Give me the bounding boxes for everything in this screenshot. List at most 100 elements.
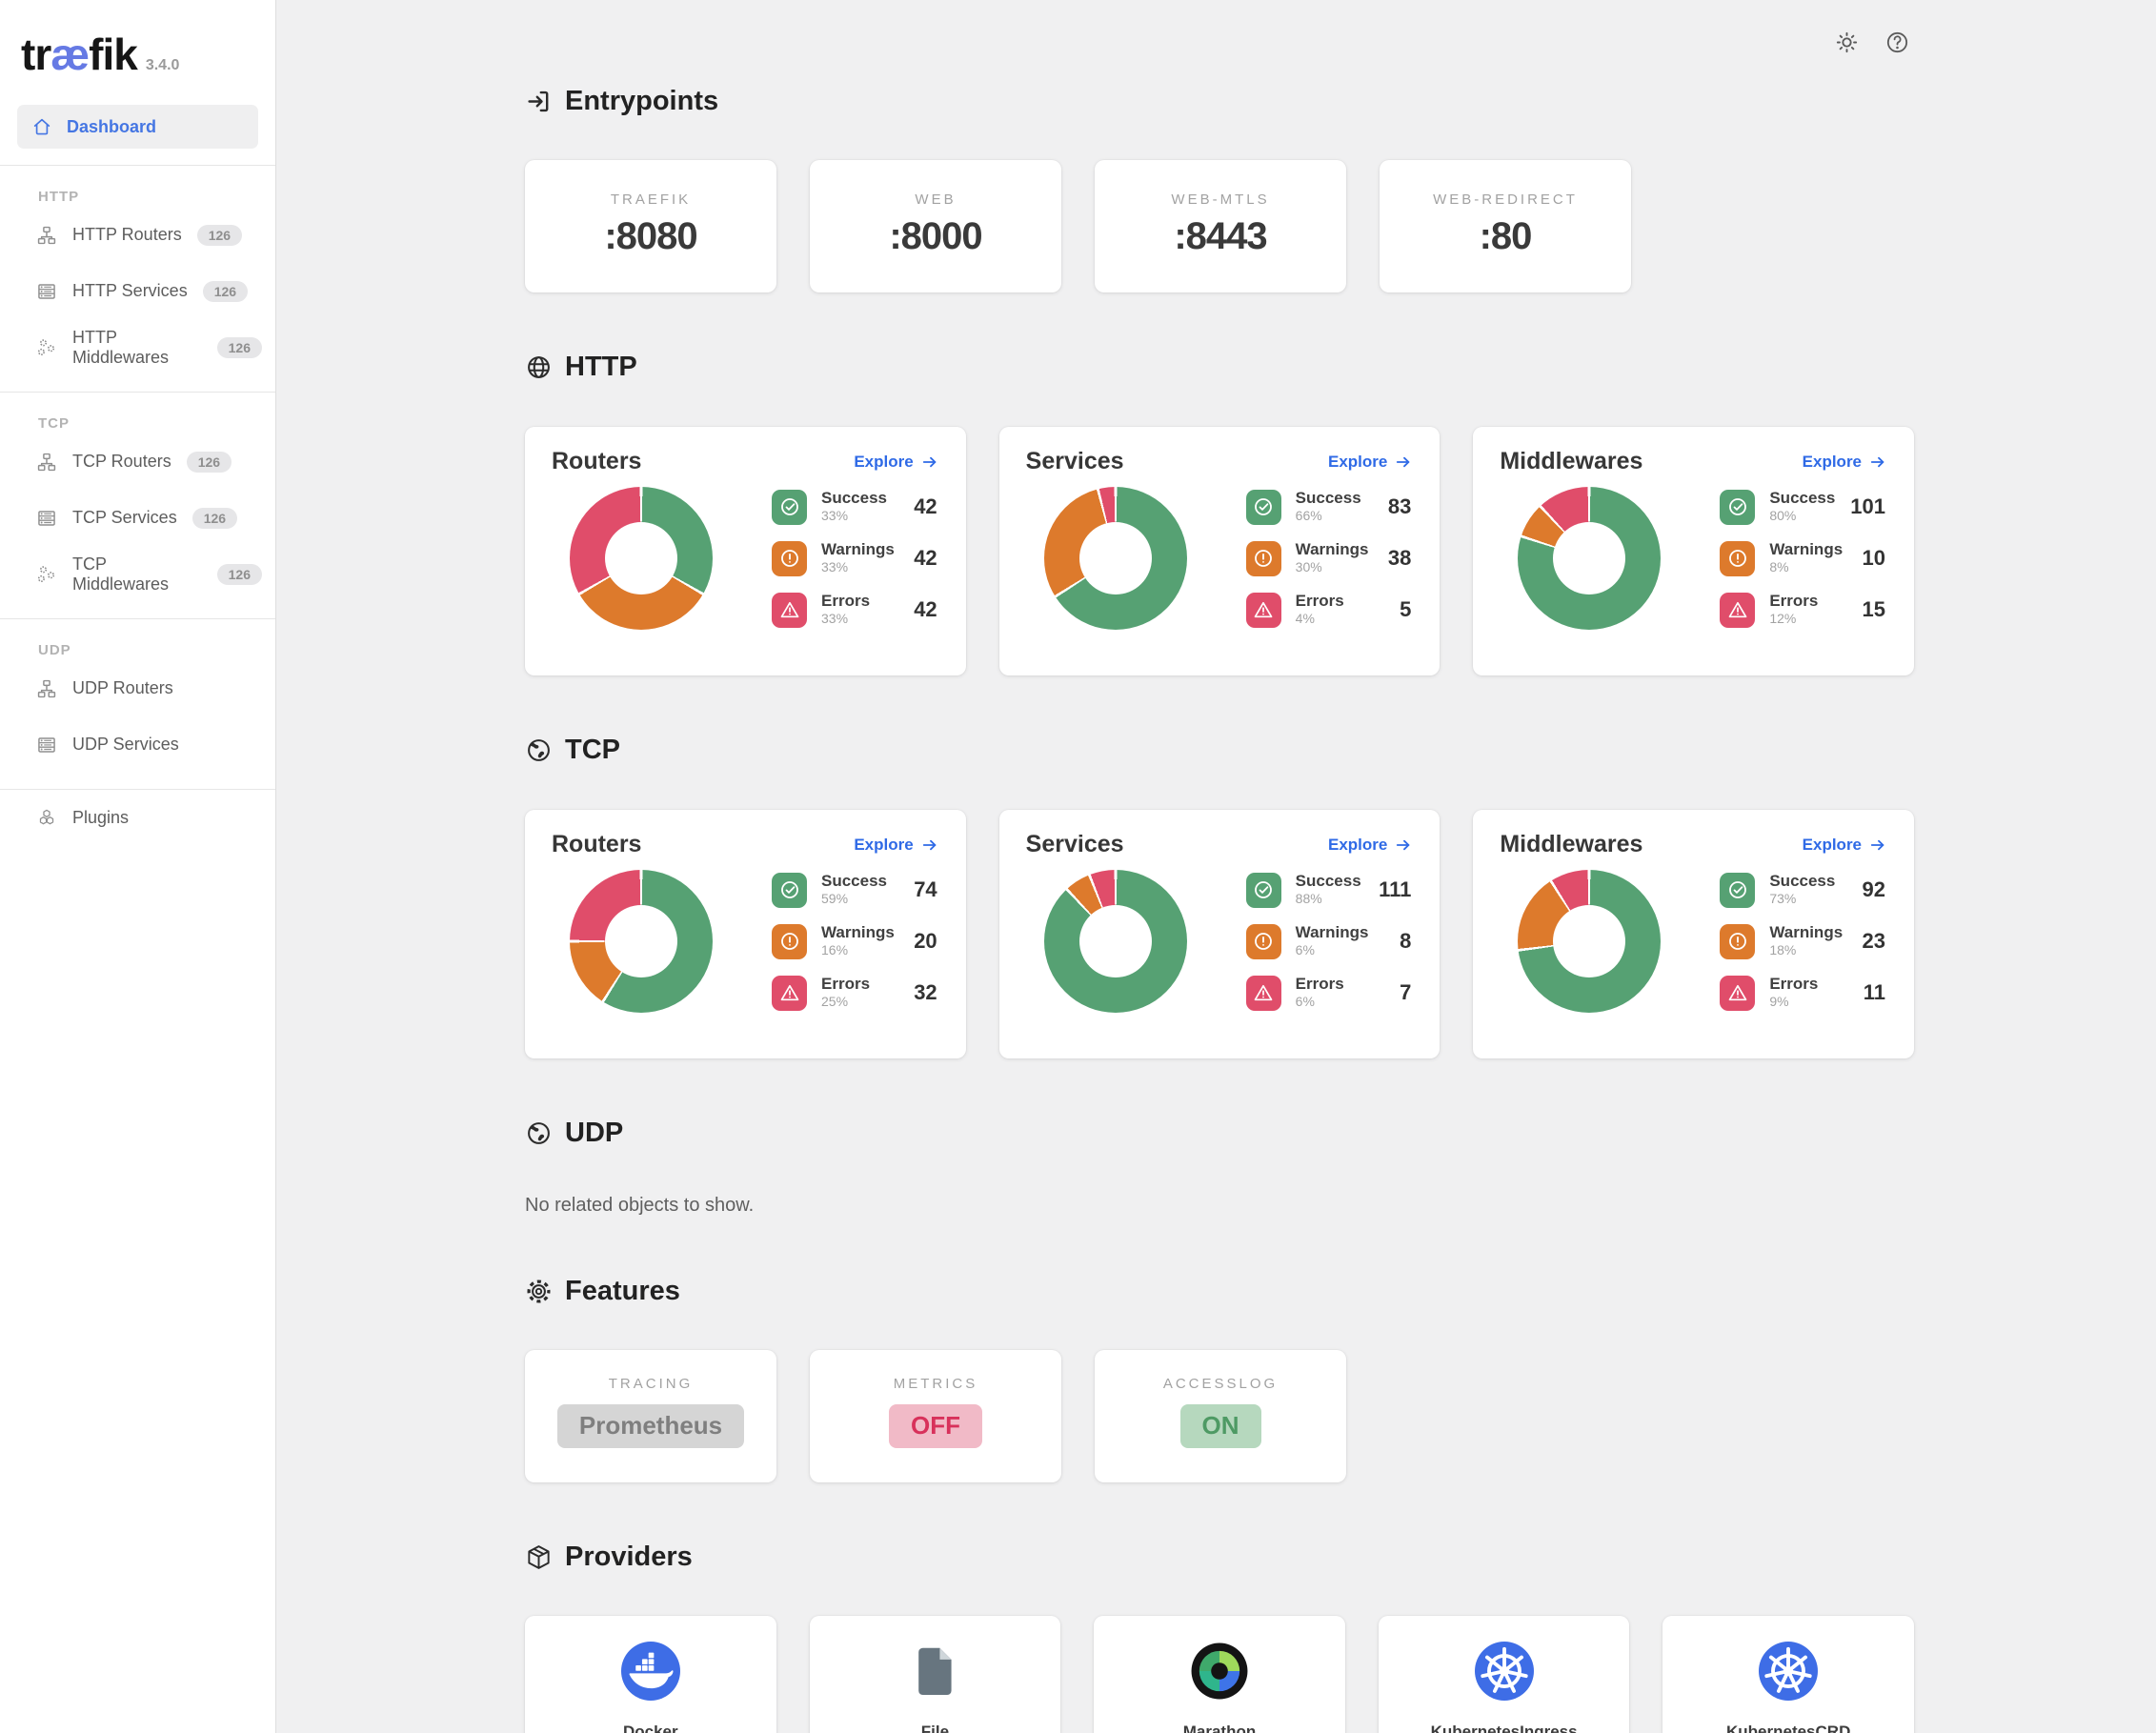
legend-row-success: Success 88% 111 xyxy=(1245,872,1412,908)
stat-value: 38 xyxy=(1387,546,1412,570)
explore-link[interactable]: Explore xyxy=(1803,836,1887,855)
topbar xyxy=(525,23,1914,61)
feature-name: TRACING xyxy=(608,1376,694,1392)
entrypoint-port: :8080 xyxy=(604,215,697,257)
explore-link[interactable]: Explore xyxy=(1803,453,1887,472)
feature-status-badge: OFF xyxy=(889,1404,982,1448)
sidebar-item-plugins[interactable]: Plugins xyxy=(0,790,275,846)
legend-row-warnings: Warnings 33% 42 xyxy=(772,540,937,576)
kubernetes-icon xyxy=(1475,1642,1534,1701)
earth-icon xyxy=(525,736,553,764)
routers-icon xyxy=(36,678,57,699)
sidebar-item-udp-services[interactable]: UDP Services xyxy=(0,716,275,773)
stat-value: 92 xyxy=(1862,877,1886,901)
stat-value: 8 xyxy=(1400,929,1412,953)
stat-value: 5 xyxy=(1400,597,1412,621)
http-cards: Routers Explore Success 33% 42 Warnings 33… xyxy=(525,427,1915,675)
explore-link[interactable]: Explore xyxy=(1328,836,1413,855)
sidebar-item-http-routers[interactable]: HTTP Routers 126 xyxy=(0,207,275,263)
count-badge: 126 xyxy=(186,451,232,473)
entrypoint-name: WEB xyxy=(915,191,957,208)
tcp-header: TCP xyxy=(525,735,1914,766)
entrypoint-port: :80 xyxy=(1479,215,1533,257)
feature-name: METRICS xyxy=(893,1376,978,1392)
tcp-routers-card: Routers Explore Success 59% 74 Warnings 16… xyxy=(525,810,966,1058)
provider-card-kubernetesingress: KubernetesIngress xyxy=(1378,1616,1630,1733)
sidebar-item-label: HTTP Services xyxy=(72,281,188,300)
sidebar-item-label: Plugins xyxy=(72,808,130,827)
legend-row-success: Success 73% 92 xyxy=(1720,872,1886,908)
main-content: Entrypoints TRAEFIK :8080 WEB :8000 WEB-… xyxy=(276,0,2156,1733)
sidebar-item-dashboard[interactable]: Dashboard xyxy=(17,105,258,149)
card-title: Middlewares xyxy=(1500,448,1643,474)
features-header: Features xyxy=(525,1276,1914,1307)
provider-name: KubernetesCRD xyxy=(1725,1723,1851,1733)
error-triangle-icon xyxy=(1720,975,1756,1011)
gear-icon xyxy=(525,1278,553,1305)
card-title: Routers xyxy=(552,831,642,857)
entrypoint-name: WEB-MTLS xyxy=(1171,191,1270,208)
help-button[interactable] xyxy=(1884,30,1910,55)
feature-card-accesslog: ACCESSLOG ON xyxy=(1095,1350,1346,1482)
count-badge: 126 xyxy=(216,336,262,358)
routers-icon xyxy=(36,225,57,246)
check-circle-icon xyxy=(1245,489,1281,525)
providers-header: Providers xyxy=(525,1542,1914,1573)
sidebar-item-tcp-services[interactable]: TCP Services 126 xyxy=(0,490,275,546)
legend-row-errors: Errors 9% 11 xyxy=(1720,975,1885,1011)
check-circle-icon xyxy=(1720,872,1756,908)
udp-empty-message: No related objects to show. xyxy=(525,1195,755,1216)
http-routers-card: Routers Explore Success 33% 42 Warnings 33… xyxy=(525,427,966,675)
stat-value: 111 xyxy=(1379,877,1412,901)
stat-value: 23 xyxy=(1862,929,1886,953)
arrow-right-icon xyxy=(1394,453,1413,472)
explore-link[interactable]: Explore xyxy=(1328,453,1413,472)
error-triangle-icon xyxy=(1245,975,1281,1011)
error-triangle-icon xyxy=(772,592,807,628)
card-title: Routers xyxy=(552,448,642,474)
count-badge: 126 xyxy=(202,280,249,302)
section-title: UDP xyxy=(565,1118,624,1148)
app-version: 3.4.0 xyxy=(145,57,180,73)
error-triangle-icon xyxy=(1720,592,1756,628)
sidebar-item-tcp-routers[interactable]: TCP Routers 126 xyxy=(0,433,275,490)
error-triangle-icon xyxy=(772,975,807,1011)
sidebar-item-tcp-middlewares[interactable]: TCP Middlewares 126 xyxy=(0,546,275,602)
legend-row-errors: Errors 6% 7 xyxy=(1245,975,1411,1011)
check-circle-icon xyxy=(772,872,807,908)
warning-circle-icon xyxy=(1720,540,1756,576)
entrypoint-card-web-redirect: WEB-REDIRECT :80 xyxy=(1380,160,1631,292)
http-services-card: Services Explore Success 66% 83 Warnings 3… xyxy=(998,427,1441,675)
provider-name: KubernetesIngress xyxy=(1430,1723,1578,1733)
stat-value: 10 xyxy=(1862,546,1886,570)
explore-link[interactable]: Explore xyxy=(854,836,938,855)
tcp-middlewares-card: Middlewares Explore Success 73% 92 Warnin… xyxy=(1473,810,1915,1058)
sidebar-item-http-services[interactable]: HTTP Services 126 xyxy=(0,263,275,319)
stat-value: 42 xyxy=(914,494,937,518)
tcp-cards: Routers Explore Success 59% 74 Warnings 16… xyxy=(525,810,1915,1058)
explore-link[interactable]: Explore xyxy=(854,453,938,472)
feature-name: ACCESSLOG xyxy=(1162,1376,1279,1392)
donut-chart xyxy=(1518,870,1662,1013)
sidebar-item-udp-routers[interactable]: UDP Routers xyxy=(0,660,275,716)
entrypoint-card-web-mtls: WEB-MTLS :8443 xyxy=(1095,160,1346,292)
donut-chart xyxy=(570,487,713,630)
warning-circle-icon xyxy=(1720,923,1756,959)
donut-chart xyxy=(1043,487,1187,630)
stat-value: 15 xyxy=(1862,597,1886,621)
entrypoint-name: WEB-REDIRECT xyxy=(1433,191,1578,208)
routers-icon xyxy=(36,452,57,473)
legend-row-warnings: Warnings 18% 23 xyxy=(1720,923,1886,959)
sidebar-group-tcp: TCP xyxy=(38,415,70,432)
legend-row-warnings: Warnings 8% 10 xyxy=(1720,540,1886,576)
donut-chart xyxy=(1043,870,1187,1013)
sidebar-group-http: HTTP xyxy=(38,189,80,205)
plugins-icon xyxy=(36,808,57,829)
arrow-right-icon xyxy=(920,836,939,855)
help-icon xyxy=(1884,30,1910,55)
earth-icon xyxy=(525,1119,553,1147)
sidebar-item-http-middlewares[interactable]: HTTP Middlewares 126 xyxy=(0,319,275,375)
docker-icon xyxy=(621,1642,680,1701)
legend-row-success: Success 59% 74 xyxy=(772,872,937,908)
theme-toggle-button[interactable] xyxy=(1834,30,1860,55)
